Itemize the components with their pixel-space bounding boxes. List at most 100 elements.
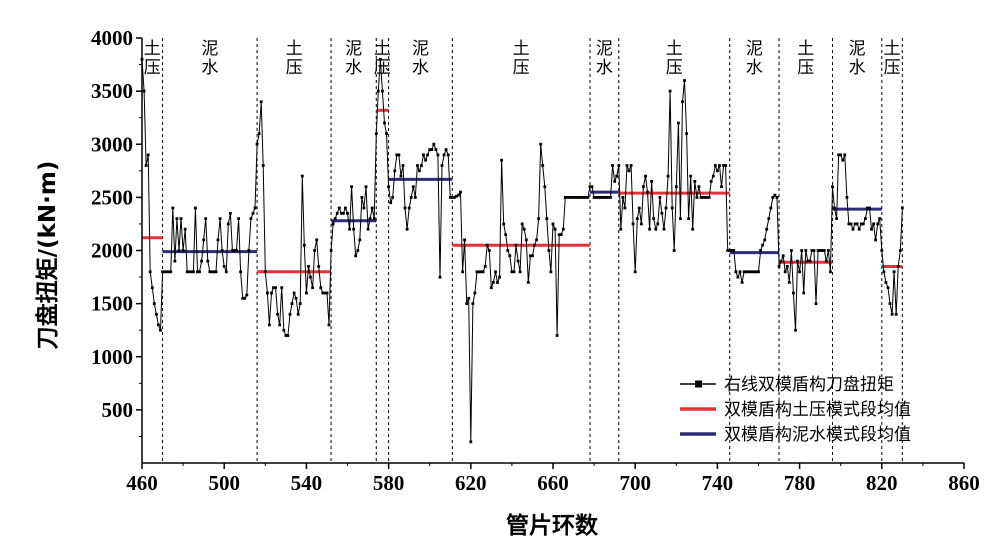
torque-point xyxy=(757,270,760,274)
torque-point xyxy=(446,153,450,157)
torque-point xyxy=(874,238,877,242)
torque-point xyxy=(319,286,323,290)
slurry-mode-label: 泥水 xyxy=(746,39,763,78)
torque-point xyxy=(672,249,676,252)
legend-item-slurry-mean: 双模盾构泥水模式段均值 xyxy=(680,425,911,445)
torque-point xyxy=(276,312,279,316)
torque-point xyxy=(695,196,699,199)
torque-point xyxy=(366,227,370,231)
torque-point xyxy=(282,328,286,332)
torque-point xyxy=(870,227,873,231)
torque-point xyxy=(658,196,662,199)
torque-point xyxy=(648,227,651,231)
torque-point xyxy=(457,193,460,197)
torque-point xyxy=(346,211,349,215)
torque-point xyxy=(300,174,304,178)
torque-point xyxy=(508,254,512,258)
torque-point xyxy=(383,121,386,125)
torque-point xyxy=(512,270,516,274)
torque-point xyxy=(812,249,816,252)
slurry-mode-label: 泥水 xyxy=(345,39,362,78)
torque-point xyxy=(167,270,171,274)
torque-point xyxy=(773,193,777,197)
torque-point xyxy=(559,233,563,236)
torque-point xyxy=(592,196,596,199)
torque-point xyxy=(516,259,520,263)
torque-point xyxy=(389,201,393,205)
torque-point xyxy=(206,259,210,263)
torque-point xyxy=(428,148,432,151)
torque-point xyxy=(693,180,697,183)
torque-point xyxy=(720,185,723,189)
torque-point xyxy=(251,211,255,215)
torque-point xyxy=(222,265,226,268)
torque-point xyxy=(670,206,674,210)
axes: 460 500 540 580 620 660 700 740 780 820 860 500 1000… xyxy=(91,26,980,495)
torque-point xyxy=(586,196,590,199)
torque-point xyxy=(514,243,518,247)
torque-point xyxy=(572,196,575,199)
torque-point xyxy=(171,206,175,210)
torque-point xyxy=(808,259,812,263)
torque-point xyxy=(566,196,569,199)
torque-point xyxy=(816,249,820,252)
torque-point xyxy=(181,249,185,252)
torque-point xyxy=(744,270,748,274)
torque-point xyxy=(518,270,522,274)
torque-point xyxy=(849,222,853,226)
torque-point xyxy=(829,270,832,274)
torque-point xyxy=(755,270,758,274)
torque-point xyxy=(685,132,688,135)
torque-point xyxy=(492,281,495,284)
torque-point xyxy=(483,265,487,268)
torque-point xyxy=(820,249,824,252)
torque-point xyxy=(487,249,491,252)
torque-point xyxy=(385,132,388,135)
torque-point xyxy=(792,291,795,295)
torque-point xyxy=(202,238,206,242)
torque-point xyxy=(175,217,179,220)
torque-point xyxy=(444,148,448,151)
torque-point xyxy=(150,286,154,290)
torque-point xyxy=(216,238,220,242)
x-tick-label: 820 xyxy=(866,471,898,495)
torque-point xyxy=(247,249,251,252)
torque-point xyxy=(224,270,228,274)
torque-point xyxy=(315,238,319,242)
torque-point xyxy=(212,270,216,274)
earth-mode-label: 土压 xyxy=(797,39,814,78)
torque-point xyxy=(824,259,828,263)
torque-point xyxy=(640,222,643,226)
torque-point xyxy=(231,249,234,252)
torque-point xyxy=(416,164,419,167)
torque-point xyxy=(837,153,840,157)
torque-point xyxy=(818,249,822,252)
torque-point xyxy=(835,217,838,220)
torque-point xyxy=(894,312,898,316)
torque-point xyxy=(681,100,684,104)
torque-point xyxy=(901,206,904,210)
torque-point xyxy=(286,334,290,337)
torque-point xyxy=(783,270,787,274)
torque-point xyxy=(146,153,150,157)
torque-point xyxy=(459,190,462,194)
torque-point xyxy=(237,217,240,220)
x-tick-label: 740 xyxy=(702,471,734,495)
torque-point xyxy=(432,142,436,146)
torque-point xyxy=(861,222,865,226)
torque-point xyxy=(691,227,695,231)
torque-point xyxy=(625,164,629,167)
x-tick-label: 500 xyxy=(208,471,240,495)
torque-point xyxy=(679,217,682,220)
torque-point xyxy=(736,275,740,279)
torque-point xyxy=(321,291,325,295)
torque-point xyxy=(161,270,164,274)
torque-point xyxy=(718,164,721,167)
torque-point xyxy=(703,196,707,199)
torque-point xyxy=(183,227,187,231)
torque-point xyxy=(393,169,397,173)
torque-point xyxy=(853,222,857,226)
torque-point xyxy=(469,440,473,444)
torque-point xyxy=(798,270,801,274)
